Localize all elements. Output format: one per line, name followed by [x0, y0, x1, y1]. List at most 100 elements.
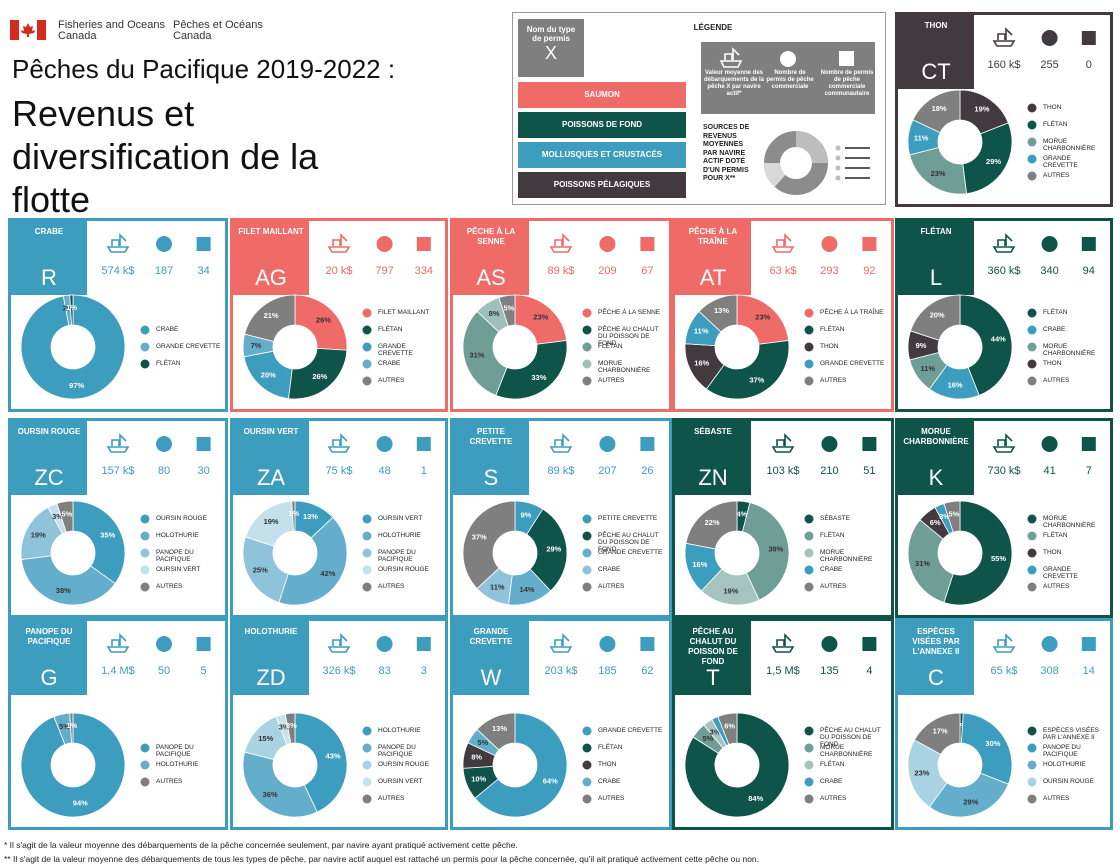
type-name: PÊCHE AU CHALUT DU POISSON DE FOND: [688, 627, 738, 666]
panel: MORUE CHARBONNIÈRE K 730 k$ 41 7 55% 31% 6% 3% 5%…: [895, 418, 1113, 618]
slice-label: 11%: [694, 326, 709, 335]
stat-value: 203 k$: [544, 665, 577, 677]
department-en: Fisheries and Oceans Canada: [58, 20, 165, 42]
pie-slice: [741, 502, 790, 601]
legend-label: HOLOTHURIE: [1043, 761, 1086, 768]
type-block: PÊCHE À LA SENNE AS: [453, 221, 529, 295]
type-block: FLÉTAN L: [898, 221, 974, 295]
legend-label: PANOPE DU PACIFIQUE: [156, 549, 194, 563]
type-code: AS: [476, 265, 506, 290]
slice-label: 5%: [59, 722, 70, 731]
department-line: Fisheries and Oceans: [58, 19, 165, 31]
panel-graphics: 89 k$ 209 67 23% 33% 31% 8%5%: [462, 233, 655, 400]
legend-label: THON: [598, 761, 617, 768]
stat-value: 3: [421, 665, 427, 677]
permit-icon: [1041, 30, 1058, 46]
pie-slice: [20, 294, 126, 400]
legend-label: FLÉTAN: [820, 532, 845, 539]
legend-swatch: [582, 565, 592, 575]
panel: ESPÈCES VISÉES PAR L'ANNEXE II C 65 k$ 308 1…: [895, 618, 1113, 830]
legend-swatch: [1027, 154, 1037, 164]
permit-icon: [821, 436, 838, 452]
legend-label: GRANDE CREVETTE: [378, 343, 413, 357]
type-code: ZN: [698, 465, 728, 490]
slice-label: 3%: [52, 512, 63, 521]
slice-label: 22%: [705, 518, 720, 527]
legend-label: MORUE CHARBONNIÈRE: [1043, 138, 1096, 152]
type-code: ZC: [34, 465, 64, 490]
legend-swatch: [1027, 308, 1037, 318]
pie-slice: [928, 772, 1009, 818]
legend-icon-caption: Valeur moyenne des débarquements de la p…: [703, 70, 765, 97]
legend-label: AUTRES: [598, 583, 625, 590]
legend-label: AUTRES: [378, 795, 405, 802]
slice-label: 55%: [991, 554, 1006, 563]
type-code: ZA: [256, 465, 286, 490]
permit-icon: [376, 436, 393, 452]
legend-group: SAUMON: [518, 82, 686, 108]
pie-slice: [284, 712, 296, 744]
legend-label: AUTRES: [820, 583, 847, 590]
pie-slice: [291, 500, 296, 532]
permit-icon: [821, 636, 838, 652]
type-code: ZD: [256, 665, 286, 690]
boat-icon: [992, 27, 1016, 47]
type-code: R: [41, 265, 57, 290]
legend-swatch: [1027, 565, 1037, 575]
type-code: W: [480, 665, 502, 690]
stat-value: 207: [598, 465, 616, 477]
type-name: CRABE: [34, 227, 64, 236]
panel-graphics: 203 k$ 185 62 64% 10% 8% 5% 13%: [462, 633, 655, 818]
legend-swatch: [582, 359, 592, 369]
legend-label: CRABE: [598, 778, 621, 785]
legend-label: AUTRES: [1043, 172, 1070, 179]
legend-label: MORUE CHARBONNIÈRE: [1043, 343, 1096, 357]
legend-swatch: [1027, 582, 1037, 592]
legend-swatch: [1027, 103, 1037, 113]
panel: FLÉTAN L 360 k$ 340 94 44% 16% 11% 9% 20% FLÉTAN CR…: [895, 218, 1113, 412]
legend-swatch: [804, 760, 814, 770]
slice-label: 33%: [531, 373, 546, 382]
type-name: FILET MAILLANT: [238, 227, 304, 236]
permit-icon: [821, 236, 838, 252]
legend-label: PÊCHE AU CHALUT DU POISSON DE FOND: [598, 326, 659, 347]
legend-swatch: [140, 582, 150, 592]
slice-label: 3%: [279, 723, 290, 732]
stat-value: 103 k$: [766, 465, 799, 477]
legend-group: POISSONS PÉLAGIQUES: [518, 172, 686, 198]
community-permit-icon: [1081, 31, 1096, 45]
permit-icon: [156, 636, 173, 652]
legend-swatch: [140, 359, 150, 369]
panel-graphics: 1,5 M$ 135 4 84% 5%3%6%: [684, 633, 877, 818]
pie-slice: [962, 122, 1013, 195]
slice-label: 3%: [286, 721, 297, 730]
panel: PETITE CREVETTE S 89 k$ 207 26 9% 29% 14% 11% 37%…: [450, 418, 672, 618]
pie-slice: [462, 500, 516, 590]
slice-label: 5%: [61, 509, 72, 518]
type-code: AG: [255, 265, 287, 290]
legend-label: FILET MAILLANT: [378, 309, 430, 316]
pie-slice: [685, 500, 738, 550]
pie-slice: [495, 340, 568, 400]
legend-label: AUTRES: [378, 583, 405, 590]
community-permit-icon: [862, 437, 877, 451]
slice-label: 16%: [692, 560, 707, 569]
legend-icon-block: [701, 42, 875, 114]
boat-icon: [992, 633, 1016, 653]
panel: SÉBASTE ZN 103 k$ 210 51 4% 39% 19% 16% 22% SÉBAST…: [672, 418, 894, 618]
legend-box: Nom du type de permis X LÉGENDE Valeur m…: [512, 12, 886, 205]
legend-label: SÉBASTE: [820, 515, 850, 522]
legend-swatch: [362, 531, 372, 541]
boat-icon: [327, 433, 351, 453]
boat-icon: [549, 233, 573, 253]
pie-slice: [294, 294, 348, 351]
legend-swatch: [140, 342, 150, 352]
legend-swatch: [804, 726, 814, 736]
permit-icon: [376, 636, 393, 652]
stat-value: 83: [378, 665, 390, 677]
legend-title: LÉGENDE: [693, 23, 733, 32]
legend-swatch: [1027, 137, 1037, 147]
slice-label: 19%: [31, 530, 46, 539]
legend-label: MORUE CHARBONNIÈRE: [820, 744, 873, 758]
stat-value: 5: [201, 665, 207, 677]
